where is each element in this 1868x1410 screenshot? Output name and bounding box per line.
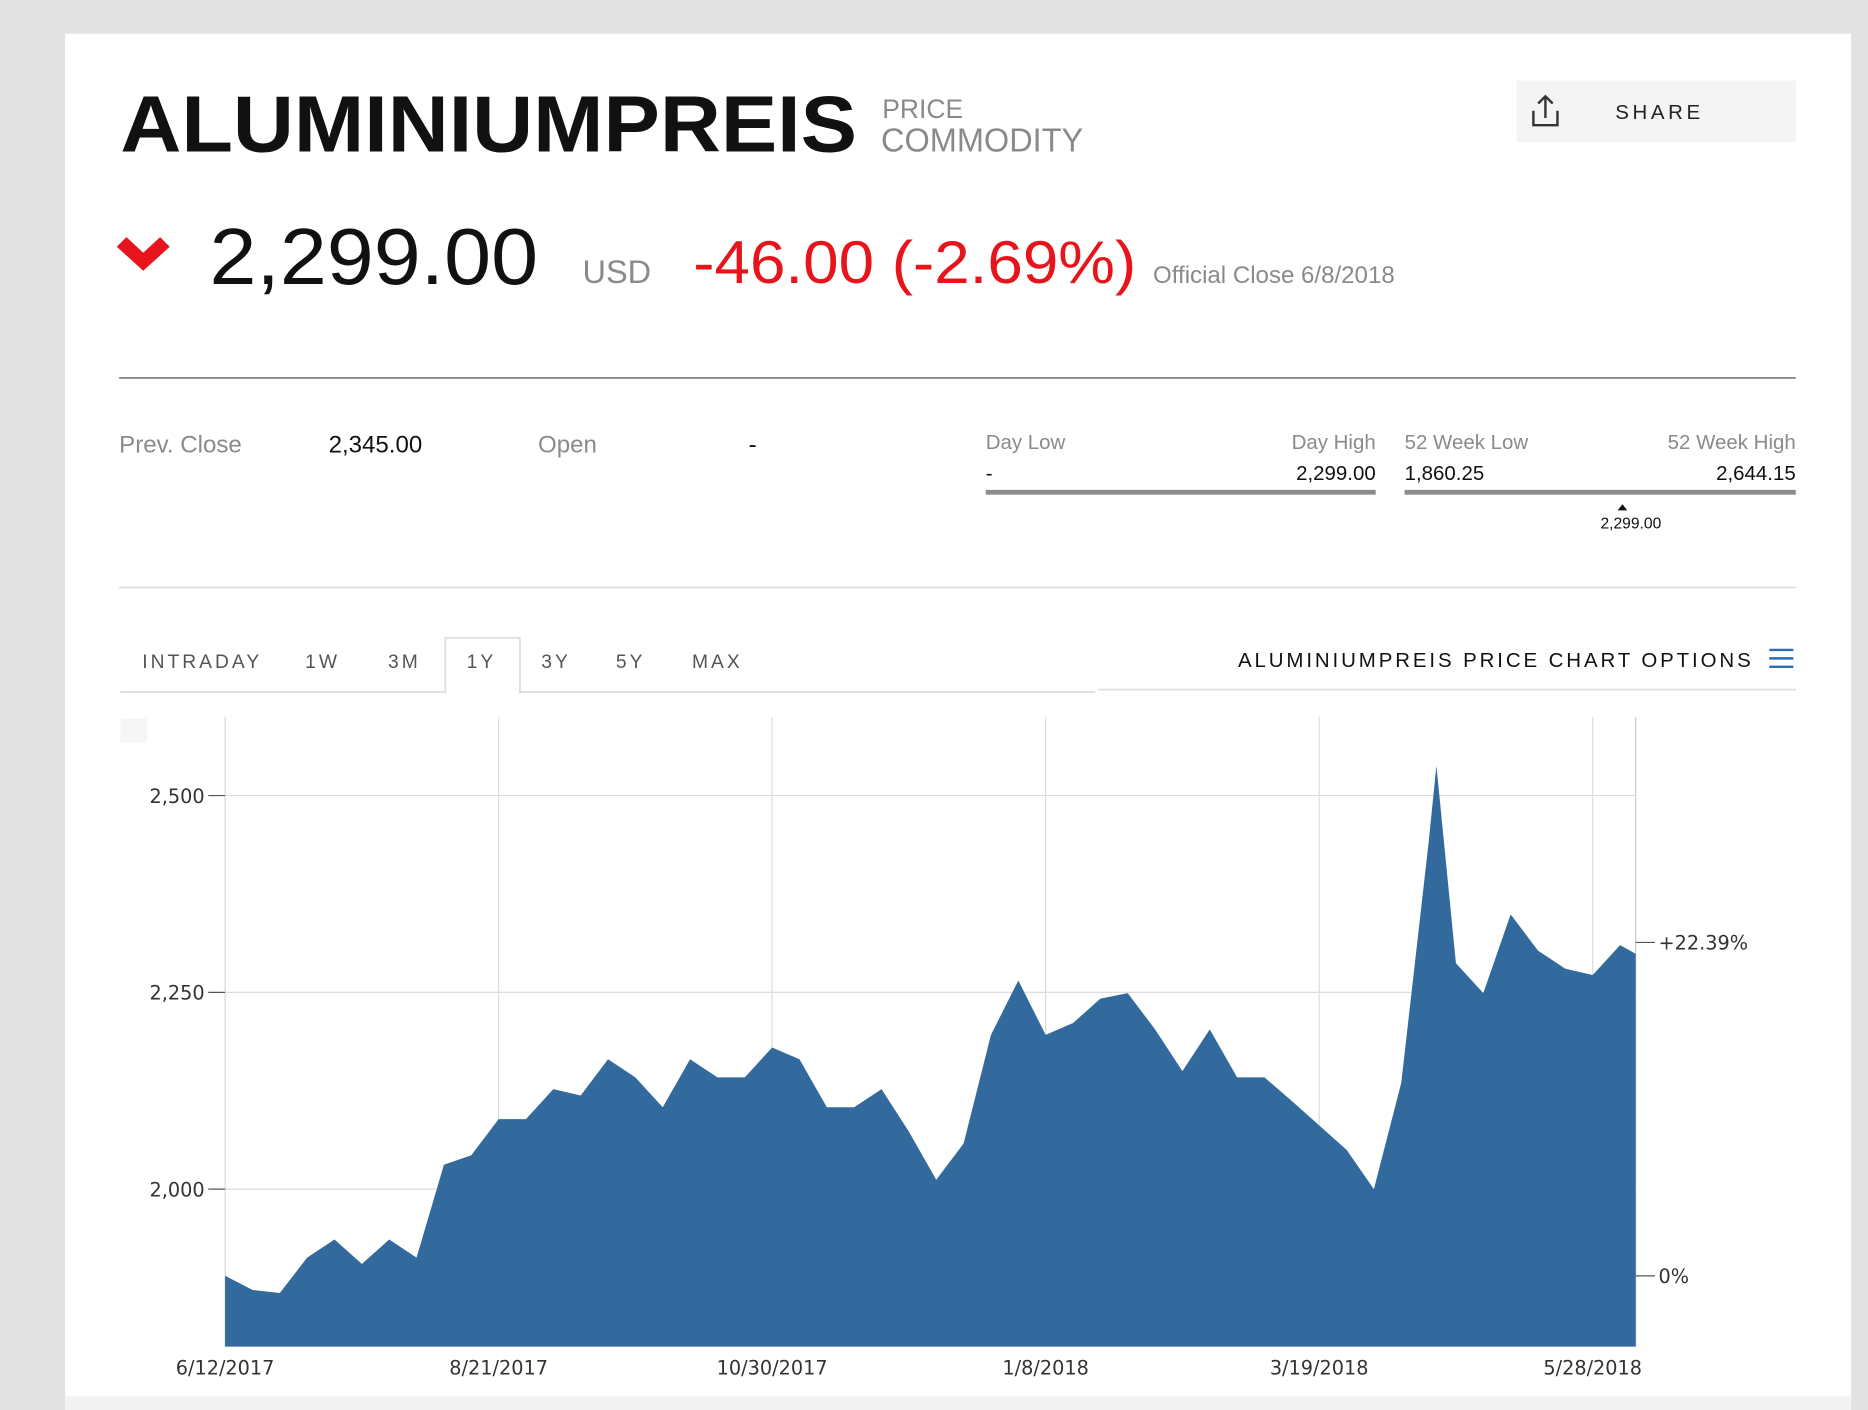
price: 2,299.00 bbox=[209, 212, 538, 301]
stat-label: Open bbox=[538, 432, 597, 459]
range-marker bbox=[1617, 504, 1628, 511]
x-tick-label: 8/21/2017 bbox=[449, 1356, 548, 1379]
card-footer bbox=[65, 1396, 1852, 1410]
tab-active-box bbox=[444, 636, 521, 694]
tab[interactable]: 1W bbox=[305, 652, 340, 673]
tab[interactable]: MAX bbox=[692, 652, 743, 673]
x-tick-label: 1/8/2018 bbox=[1002, 1356, 1088, 1379]
currency: USD bbox=[583, 254, 652, 290]
range-bar bbox=[1404, 489, 1796, 495]
stat-label: Day High bbox=[1292, 431, 1376, 454]
x-tick-label: 5/28/2018 bbox=[1543, 1356, 1642, 1379]
type-label: PRICE bbox=[882, 94, 963, 124]
stat-label: 52 Week Low bbox=[1405, 431, 1529, 454]
y2-tick-label: 0% bbox=[1659, 1265, 1690, 1288]
stat-value: 2,345.00 bbox=[329, 432, 423, 459]
chart: 6/12/2017 8/21/2017 10/30/2017 1/8/2018 3/19… bbox=[120, 716, 1749, 1379]
tab[interactable]: 1Y bbox=[467, 652, 497, 673]
stat-label: Day Low bbox=[986, 431, 1066, 454]
down-arrow bbox=[116, 237, 170, 271]
tab[interactable]: 3M bbox=[388, 652, 421, 673]
y-tick-label: 2,500 bbox=[150, 785, 205, 808]
share-icon bbox=[1532, 94, 1559, 127]
y2-tick-label: +22.39% bbox=[1659, 932, 1749, 955]
stat-label: Prev. Close bbox=[119, 432, 242, 459]
y-tick-label: 2,000 bbox=[150, 1178, 205, 1201]
tab[interactable]: 3Y bbox=[541, 652, 571, 673]
stat-value: 2,644.15 bbox=[1716, 462, 1796, 485]
tab[interactable]: INTRADAY bbox=[142, 652, 262, 673]
chart-options[interactable]: ALUMINIUMPREIS PRICE CHART OPTIONS bbox=[1238, 649, 1754, 672]
share-label[interactable]: SHARE bbox=[1615, 101, 1704, 124]
y-tick-label: 2,250 bbox=[150, 982, 205, 1005]
tab-bar: INTRADAY 1W 3M 1Y 3Y 5Y MAX bbox=[142, 636, 743, 694]
close-note: Official Close 6/8/2018 bbox=[1153, 262, 1395, 289]
x-tick-label: 3/19/2018 bbox=[1270, 1356, 1369, 1379]
stat-value: 2,299.00 bbox=[1296, 462, 1376, 485]
change: -46.00 (-2.69%) bbox=[693, 229, 1136, 296]
range-marker-label: 2,299.00 bbox=[1600, 515, 1661, 532]
title: ALUMINIUMPREIS bbox=[120, 80, 857, 169]
type-label: COMMODITY bbox=[881, 122, 1083, 160]
x-tick-label: 10/30/2017 bbox=[717, 1356, 828, 1379]
area bbox=[225, 765, 1636, 1347]
stat-value: - bbox=[986, 462, 993, 485]
x-tick-label: 6/12/2017 bbox=[176, 1356, 275, 1379]
menu-icon[interactable] bbox=[1769, 648, 1794, 668]
range-bar bbox=[985, 489, 1376, 495]
stat-value: 1,860.25 bbox=[1405, 462, 1485, 485]
tab[interactable]: 5Y bbox=[616, 652, 646, 673]
stat-label: 52 Week High bbox=[1668, 431, 1796, 454]
plot-corner bbox=[120, 718, 147, 743]
stat-value: - bbox=[749, 432, 757, 459]
share-button[interactable] bbox=[1516, 80, 1796, 143]
